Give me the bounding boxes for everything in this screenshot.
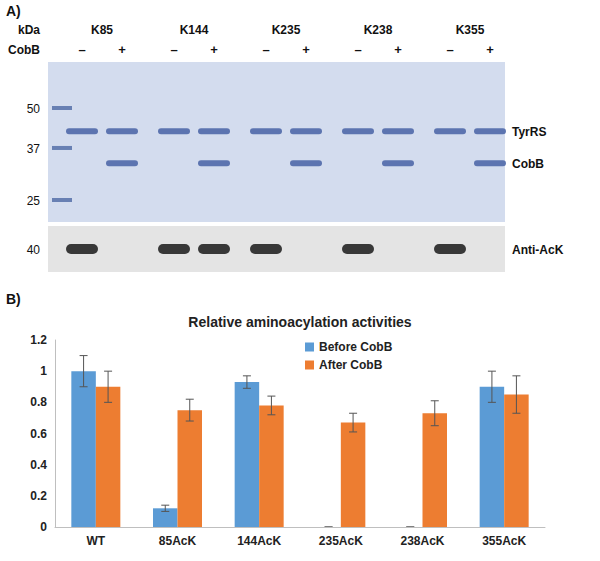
svg-text:0.2: 0.2 bbox=[30, 489, 47, 503]
svg-text:+: + bbox=[118, 42, 126, 57]
svg-text:–: – bbox=[262, 42, 269, 57]
svg-text:Anti-AcK: Anti-AcK bbox=[512, 243, 564, 257]
svg-text:K144: K144 bbox=[180, 23, 209, 37]
svg-text:0.6: 0.6 bbox=[30, 427, 47, 441]
svg-text:0.4: 0.4 bbox=[30, 458, 47, 472]
svg-text:+: + bbox=[302, 42, 310, 57]
svg-text:TyrRS: TyrRS bbox=[512, 125, 546, 139]
svg-text:1.2: 1.2 bbox=[30, 333, 47, 347]
svg-text:+: + bbox=[486, 42, 494, 57]
svg-text:–: – bbox=[354, 42, 361, 57]
svg-text:50: 50 bbox=[27, 102, 41, 116]
svg-text:After CobB: After CobB bbox=[319, 358, 383, 372]
svg-text:–: – bbox=[446, 42, 453, 57]
svg-text:0.8: 0.8 bbox=[30, 395, 47, 409]
svg-text:Relative aminoacylation activi: Relative aminoacylation activities bbox=[188, 314, 412, 330]
svg-text:235AcK: 235AcK bbox=[319, 534, 363, 548]
svg-text:CobB: CobB bbox=[8, 43, 40, 57]
svg-text:25: 25 bbox=[27, 194, 41, 208]
svg-text:355AcK: 355AcK bbox=[482, 534, 526, 548]
svg-text:37: 37 bbox=[27, 142, 41, 156]
svg-text:WT: WT bbox=[87, 534, 106, 548]
svg-text:85AcK: 85AcK bbox=[159, 534, 197, 548]
svg-text:K355: K355 bbox=[456, 23, 485, 37]
svg-text:–: – bbox=[170, 42, 177, 57]
svg-text:238AcK: 238AcK bbox=[400, 534, 444, 548]
svg-text:144AcK: 144AcK bbox=[237, 534, 281, 548]
svg-text:+: + bbox=[210, 42, 218, 57]
svg-text:kDa: kDa bbox=[18, 23, 40, 37]
svg-text:K238: K238 bbox=[364, 23, 393, 37]
svg-text:B): B) bbox=[6, 291, 21, 307]
svg-text:1: 1 bbox=[40, 364, 47, 378]
svg-text:Before CobB: Before CobB bbox=[319, 340, 393, 354]
svg-text:CobB: CobB bbox=[512, 157, 544, 171]
svg-text:A): A) bbox=[6, 3, 21, 19]
svg-text:40: 40 bbox=[27, 243, 41, 257]
svg-text:K85: K85 bbox=[91, 23, 113, 37]
svg-text:K235: K235 bbox=[272, 23, 301, 37]
svg-text:–: – bbox=[78, 42, 85, 57]
svg-text:+: + bbox=[394, 42, 402, 57]
svg-text:0: 0 bbox=[40, 520, 47, 534]
